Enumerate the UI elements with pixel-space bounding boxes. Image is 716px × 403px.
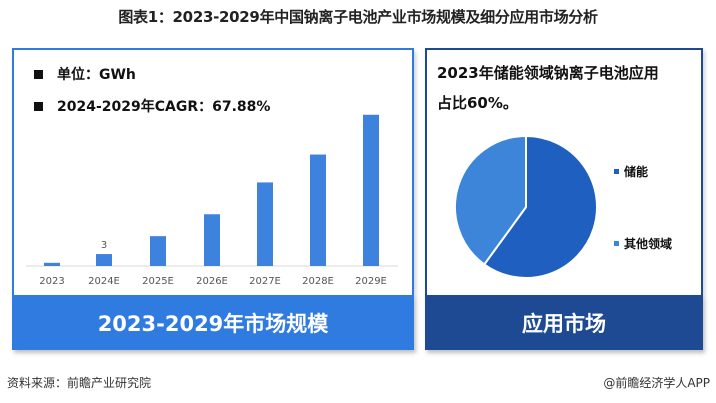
x-tick-label: 2028E	[302, 276, 334, 287]
bar-2028E	[310, 154, 326, 266]
application-banner: 应用市场	[425, 295, 703, 350]
x-tick-label: 2024E	[88, 276, 120, 287]
x-tick-label: 2029E	[355, 276, 387, 287]
legend-item-energy-storage: 储能	[614, 163, 648, 180]
legend-item-other: 其他领域	[614, 235, 672, 252]
legend-label: 其他领域	[624, 237, 673, 251]
bullet-square-icon	[34, 101, 43, 111]
credit-note: @前瞻经济学人APP	[603, 376, 710, 390]
x-tick-label: 2026E	[196, 276, 228, 287]
pie-slice-other	[454, 134, 527, 266]
bar-2025E	[150, 236, 166, 266]
unit-label: 单位：GWh	[57, 67, 136, 83]
bar-2023	[44, 262, 60, 266]
unit-note: 单位：GWh	[34, 64, 136, 84]
x-tick-label: 2023	[39, 276, 64, 287]
x-tick-label: 2025E	[142, 276, 174, 287]
pie-title: 2023年储能领域钠离子电池应用 占比60%。	[437, 58, 699, 118]
pie-title-line2: 占比60%。	[437, 94, 518, 112]
pie-slice-energy-storage	[482, 134, 598, 279]
legend-swatch-icon	[614, 241, 619, 246]
market-size-banner: 2023-2029年市场规模	[12, 295, 414, 350]
cagr-label: 2024-2029年CAGR：67.88%	[57, 99, 271, 115]
bar-2024E	[96, 254, 112, 266]
legend-label: 储能	[624, 165, 649, 179]
x-tick-label: 2027E	[249, 276, 281, 287]
bar-2029E	[363, 114, 379, 266]
cagr-note: 2024-2029年CAGR：67.88%	[34, 96, 270, 116]
bar-2027E	[257, 182, 273, 266]
bullet-square-icon	[34, 69, 43, 79]
pie-title-line1: 2023年储能领域钠离子电池应用	[437, 64, 659, 82]
legend-swatch-icon	[614, 169, 619, 174]
bar-2026E	[204, 214, 220, 266]
chart-title: 图表1：2023-2029年中国钠离子电池产业市场规模及细分应用市场分析	[118, 8, 598, 26]
data-label: 3	[101, 240, 107, 251]
source-note: 资料来源：前瞻产业研究院	[7, 376, 152, 390]
